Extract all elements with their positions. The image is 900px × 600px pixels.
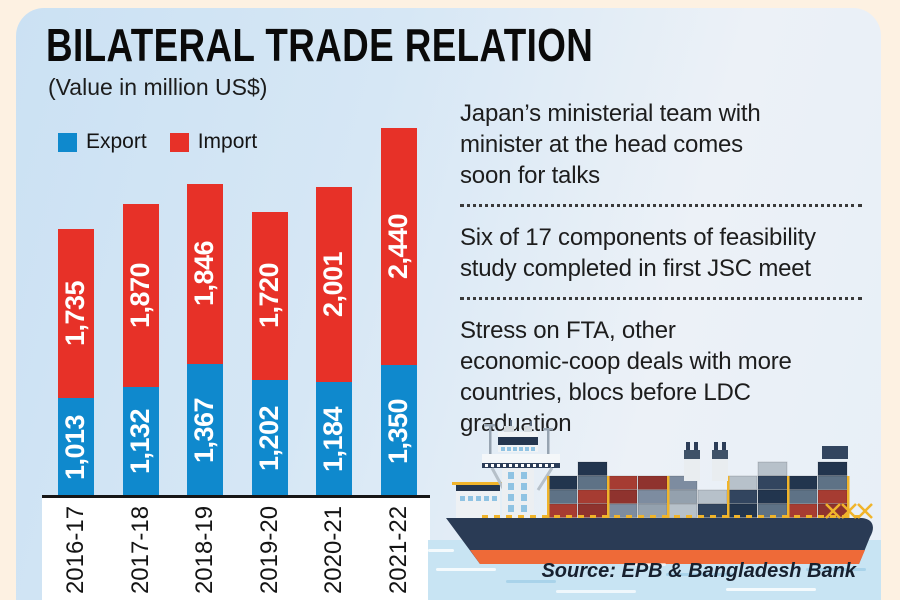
value-label: 1,202 (254, 405, 285, 471)
value-label: 1,132 (125, 409, 156, 475)
bar-2021-22: 2,440 1,350 (381, 127, 417, 497)
x-axis-label-strip: 2016-17 2017-18 2018-19 2019-20 2020-21 2021-… (42, 498, 430, 600)
value-label: 1,870 (125, 262, 156, 328)
export-segment-2021-22: 1,350 (381, 365, 417, 497)
bar-2019-20: 1,720 1,202 (252, 212, 288, 497)
chart-legend: Export Import (58, 130, 257, 154)
x-axis-line (42, 495, 430, 498)
import-segment-2020-21: 2,001 (316, 186, 352, 382)
value-label: 1,735 (60, 281, 91, 347)
waves (436, 563, 866, 593)
export-segment-2018-19: 1,367 (187, 363, 223, 497)
export-segment-2017-18: 1,132 (123, 386, 159, 497)
stacked-bar-chart: 1,735 1,013 1,870 1,132 1,846 1,367 1,720 1,202… (16, 8, 881, 600)
x-label-2020-21: 2020-21 (320, 505, 348, 595)
value-label: 1,013 (60, 415, 91, 481)
bridge-tower (502, 468, 534, 518)
bar-2018-19: 1,846 1,367 (187, 183, 223, 497)
dotted-divider (460, 204, 862, 207)
export-legend-label: Export (86, 130, 147, 153)
value-label: 1,184 (318, 406, 349, 472)
note-japan-team: Japan’s ministerial team with minister a… (460, 100, 761, 189)
x-label-2016-17: 2016-17 (62, 505, 90, 595)
export-segment-2016-17: 1,013 (58, 398, 94, 497)
import-legend-label: Import (197, 130, 258, 153)
value-label: 1,720 (254, 263, 285, 329)
bar-2020-21: 2,001 1,184 (316, 186, 352, 497)
page-title: BILATERAL TRADE RELATION (46, 19, 594, 71)
value-label: 1,846 (189, 241, 220, 307)
bar-2016-17: 1,735 1,013 (58, 229, 94, 497)
funnels (684, 442, 728, 481)
note-fta-ldc: Stress on FTA, other economic-coop deals… (460, 317, 792, 437)
export-legend-swatch-icon (58, 132, 77, 152)
subtitle-units: (Value in million US$) (48, 74, 268, 100)
x-label-2021-22: 2021-22 (385, 505, 413, 595)
x-label-2019-20: 2019-20 (256, 505, 284, 595)
export-segment-2020-21: 1,184 (316, 381, 352, 497)
import-segment-2018-19: 1,846 (187, 183, 223, 364)
notes-column: Japan’s ministerial team with minister a… (460, 98, 862, 439)
note-jsc-feasibility: Six of 17 components of feasibility stud… (460, 224, 816, 282)
source-credit: Source: EPB & Bangladesh Bank (541, 560, 856, 582)
export-segment-2019-20: 1,202 (252, 379, 288, 497)
import-segment-2017-18: 1,870 (123, 204, 159, 387)
x-label-2018-19: 2018-19 (191, 505, 219, 595)
value-label: 2,001 (318, 251, 349, 317)
x-label-2017-18: 2017-18 (127, 505, 155, 595)
import-legend-swatch-icon (169, 132, 189, 152)
cargo-ship-illustration (428, 420, 881, 600)
value-label: 1,367 (189, 397, 220, 463)
bridge-wing (482, 454, 560, 463)
import-segment-2021-22: 2,440 (381, 127, 417, 366)
value-label: 2,440 (383, 213, 414, 279)
import-segment-2019-20: 1,720 (252, 212, 288, 380)
hull-orange-stripe (470, 550, 865, 564)
bar-2017-18: 1,870 1,132 (123, 204, 159, 497)
infographic-card: BILATERAL TRADE RELATION (Value in milli… (16, 8, 881, 600)
import-segment-2016-17: 1,735 (58, 229, 94, 399)
container-stacks (547, 446, 848, 518)
stern-lashing (825, 503, 873, 519)
dotted-divider (460, 297, 862, 300)
value-label: 1,350 (383, 398, 414, 464)
